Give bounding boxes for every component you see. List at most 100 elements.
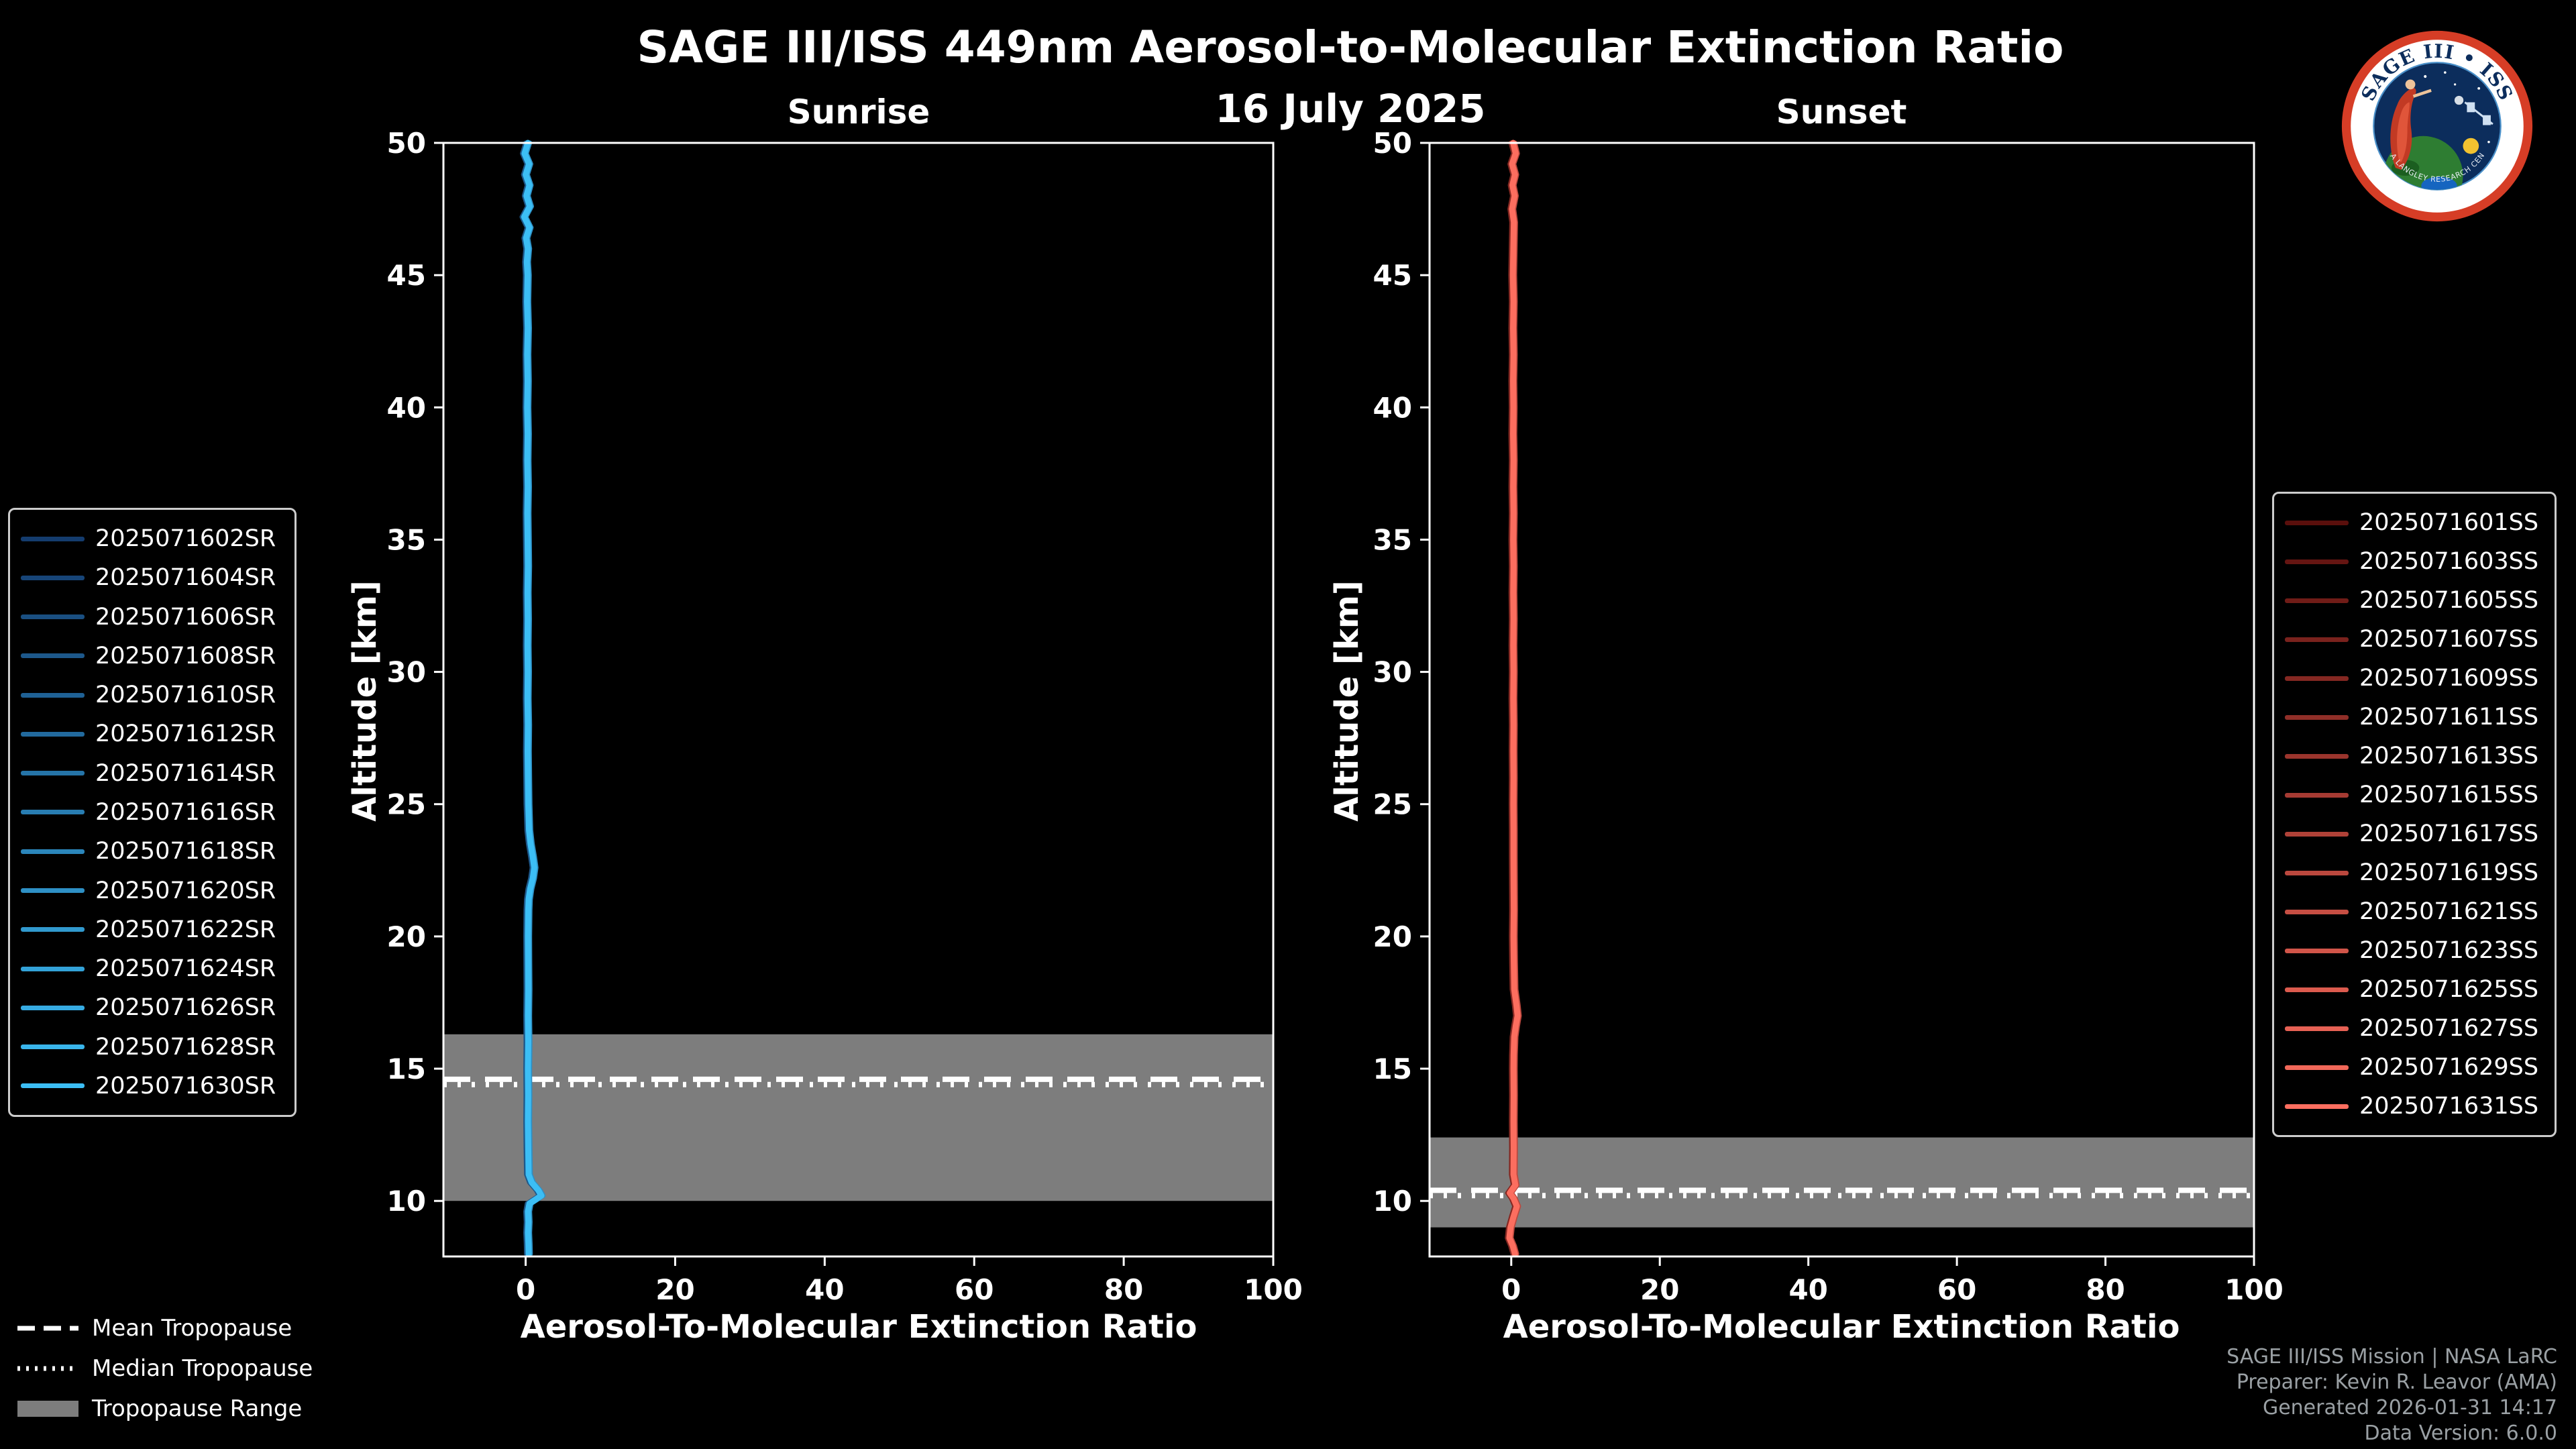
y-tick-label: 20 (387, 920, 426, 953)
legend-label: 2025071611SS (2359, 704, 2539, 731)
x-tick-label: 80 (1104, 1273, 1143, 1306)
legend-label: 2025071620SR (95, 877, 276, 904)
legend-item: 2025071621SS (2285, 892, 2544, 931)
legend-item: 2025071617SS (2285, 814, 2544, 853)
figure-head (2405, 79, 2416, 90)
y-tick-label: 40 (1373, 391, 1412, 424)
legend-line-swatch (21, 575, 85, 580)
legend-line-swatch (21, 536, 85, 541)
legend-label: 2025071601SS (2359, 509, 2539, 536)
sunrise-y-axis-label: Altitude [km] (346, 580, 384, 822)
sun-icon (2463, 138, 2479, 154)
y-tick-label: 10 (1373, 1185, 1412, 1218)
x-tick-label: 20 (655, 1273, 694, 1306)
y-tick-label: 25 (387, 788, 426, 821)
profile-line (1506, 140, 1521, 1257)
plot-canvas: 10 15 20 25 30 35 40 45 50 0 20 40 60 80 100 (1373, 127, 2284, 1306)
legend-item: 2025071613SS (2285, 737, 2544, 775)
legend-line-swatch (2285, 598, 2349, 603)
legend-label: 2025071608SR (95, 642, 276, 669)
legend-item: 2025071607SS (2285, 620, 2544, 659)
legend-label: 2025071623SS (2359, 937, 2539, 964)
legend-line-swatch (2285, 987, 2349, 992)
credit-generated: Generated 2026-01-31 14:17 (2262, 1396, 2557, 1419)
stars (2424, 71, 2490, 144)
x-tick-label: 0 (1501, 1273, 1521, 1306)
legend-item: 2025071611SS (2285, 698, 2544, 737)
sunset-panel-title: Sunset (1776, 93, 1907, 131)
legend-label: 2025071617SS (2359, 820, 2539, 847)
legend-line-swatch (21, 888, 85, 894)
tropopause-range-band (443, 1034, 1273, 1201)
legend-item: 2025071619SS (2285, 853, 2544, 892)
legend-line-swatch (21, 614, 85, 620)
legend-line-swatch (21, 653, 85, 659)
legend-item: 2025071629SS (2285, 1048, 2544, 1087)
credit-preparer: Preparer: Kevin R. Leavor (AMA) (2236, 1371, 2557, 1394)
figure-arm (2412, 89, 2432, 98)
sunset-y-axis-label: Altitude [km] (1328, 580, 1366, 822)
legend-label: 2025071612SR (95, 720, 276, 748)
credits: SAGE III/ISS Mission | NASA LaRC Prepare… (2226, 1344, 2557, 1446)
legend-label: 2025071602SR (95, 525, 276, 553)
x-tick-label: 80 (2086, 1273, 2125, 1306)
mean-tropopause-dashed-line-icon (17, 1326, 78, 1331)
legend-item: 2025071620SR (21, 871, 284, 910)
legend-label: 2025071630SR (95, 1072, 276, 1099)
legend-item: 2025071614SR (21, 754, 284, 793)
legend-label: 2025071625SS (2359, 976, 2539, 1003)
legend-label: 2025071613SS (2359, 743, 2539, 769)
x-tick-label: 60 (1937, 1273, 1976, 1306)
y-tick-label: 10 (387, 1185, 426, 1218)
legend-label: 2025071626SR (95, 994, 276, 1022)
sunset-legend: 2025071601SS 2025071603SS 2025071605SS 2025… (2272, 492, 2557, 1137)
legend-item: 2025071627SS (2285, 1009, 2544, 1048)
y-tick-label: 35 (1373, 523, 1412, 556)
credit-mission: SAGE III/ISS Mission | NASA LaRC (2226, 1345, 2557, 1368)
legend-line-swatch (2285, 714, 2349, 720)
legend-line-swatch (2285, 637, 2349, 642)
legend-item: 2025071616SR (21, 793, 284, 832)
x-tick-label: 100 (2224, 1273, 2284, 1306)
legend-item: 2025071609SS (2285, 659, 2544, 698)
legend-item: 2025071630SR (21, 1067, 284, 1106)
legend-line-swatch (21, 849, 85, 854)
legend-label: 2025071605SS (2359, 587, 2539, 614)
legend-label: 2025071621SS (2359, 898, 2539, 925)
legend-label: 2025071610SR (95, 682, 276, 709)
tropopause-range-band (1430, 1137, 2254, 1228)
legend-line-swatch (21, 1083, 85, 1089)
credit-data-version: Data Version: 6.0.0 (2364, 1421, 2557, 1445)
y-tick-label: 35 (387, 523, 426, 556)
legend-item: 2025071603SS (2285, 542, 2544, 581)
legend-label: 2025071609SS (2359, 665, 2539, 692)
legend-item: 2025071624SR (21, 949, 284, 988)
legend-item: 2025071628SR (21, 1028, 284, 1067)
x-tick-label: 60 (955, 1273, 994, 1306)
legend-line-swatch (21, 1044, 85, 1050)
y-tick-label: 20 (1373, 920, 1412, 953)
y-tick-label: 30 (1373, 656, 1412, 689)
legend-line-swatch (2285, 753, 2349, 759)
mean-tropopause-legend-item: Mean Tropopause (16, 1308, 313, 1348)
legend-label: 2025071614SR (95, 759, 276, 787)
sunrise-x-axis-label: Aerosol-To-Molecular Extinction Ratio (520, 1308, 1197, 1346)
legend-label: 2025071615SS (2359, 782, 2539, 808)
legend-label: 2025071622SR (95, 916, 276, 943)
legend-item: 2025071604SR (21, 558, 284, 597)
median-tropopause-label: Median Tropopause (92, 1355, 313, 1382)
legend-label: 2025071604SR (95, 564, 276, 592)
legend-label: 2025071607SS (2359, 626, 2539, 653)
legend-line-swatch (2285, 792, 2349, 798)
legend-line-swatch (2285, 870, 2349, 875)
tropopause-range-legend-item: Tropopause Range (16, 1389, 313, 1429)
median-tropopause-dotted-line-icon (17, 1366, 78, 1371)
legend-label: 2025071629SS (2359, 1054, 2539, 1081)
legend-item: 2025071625SS (2285, 970, 2544, 1009)
moon-icon (2454, 95, 2464, 105)
legend-label: 2025071619SS (2359, 859, 2539, 886)
mean-tropopause-label: Mean Tropopause (92, 1315, 292, 1342)
legend-line-swatch (21, 692, 85, 698)
sunset-x-axis-label: Aerosol-To-Molecular Extinction Ratio (1503, 1308, 2180, 1346)
legend-item: 2025071615SS (2285, 775, 2544, 814)
